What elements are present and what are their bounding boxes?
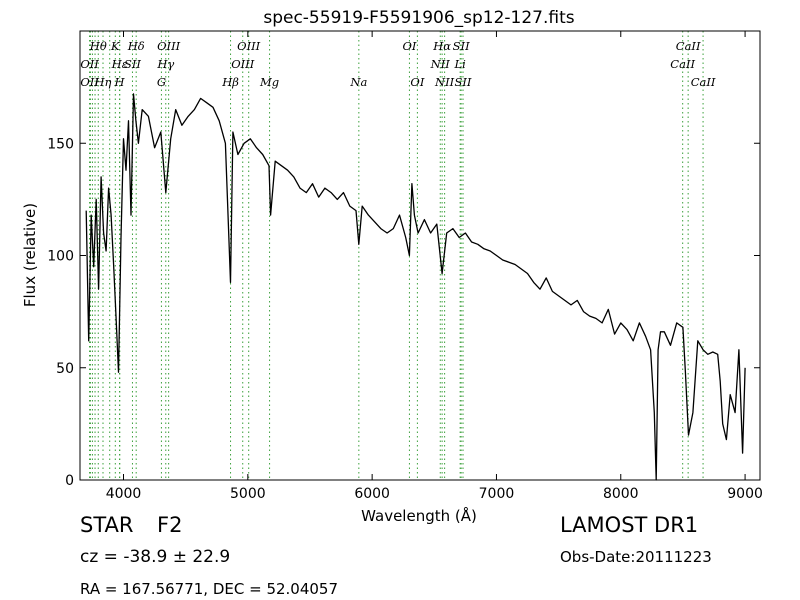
line-marker-label: Hβ	[221, 75, 239, 89]
line-marker-label: G	[157, 75, 166, 89]
x-tick-label: 9000	[727, 486, 763, 502]
axis-ticks: 4000 5000 6000 7000 8000 9000 0 50 100 150	[47, 31, 763, 502]
line-marker-label: OIII	[231, 57, 255, 71]
spectrum-series-line	[85, 93, 746, 481]
y-tick-label: 0	[65, 473, 74, 489]
x-tick-label: 8000	[603, 486, 639, 502]
line-marker-label: OI	[402, 39, 416, 53]
y-axis-label: Flux (relative)	[21, 203, 39, 307]
line-marker-label: Hα	[432, 39, 451, 53]
x-tick-label: 5000	[230, 486, 266, 502]
series-layer	[85, 93, 746, 481]
chart-title: spec-55919-F5591906_sp12-127.fits	[263, 8, 574, 28]
line-marker-label: Hγ	[156, 57, 174, 71]
observation-date: Obs-Date:20111223	[560, 548, 712, 566]
y-tick-label: 100	[47, 249, 74, 265]
line-marker-label: OI	[410, 75, 424, 89]
line-marker-label: Hε	[111, 57, 128, 71]
spectral-subclass: F2	[157, 513, 183, 537]
ra-dec-coordinates: RA = 167.56771, DEC = 52.04057	[80, 580, 339, 598]
line-marker-label: Li	[453, 57, 466, 71]
line-marker-label: CaII	[691, 75, 716, 89]
line-marker-label: SII	[453, 39, 470, 53]
survey-name: LAMOST DR1	[560, 513, 699, 537]
line-marker-label: Hδ	[127, 39, 145, 53]
line-marker-label: OII	[80, 57, 99, 71]
line-marker-label: CaII	[670, 57, 695, 71]
line-marker-label: NII	[430, 57, 451, 71]
line-marker-label: SII	[124, 57, 141, 71]
line-marker-label: NII	[434, 75, 455, 89]
object-type: STAR	[80, 513, 134, 537]
line-marker-label: SII	[455, 75, 472, 89]
y-tick-label: 150	[47, 136, 74, 152]
redshift-cz: cz = -38.9 ± 22.9	[80, 547, 231, 567]
x-tick-label: 7000	[479, 486, 515, 502]
y-tick-label: 50	[56, 361, 74, 377]
line-marker-label: K	[110, 39, 121, 53]
line-marker-label: Hη	[94, 75, 112, 89]
line-marker-label: Mg	[259, 75, 279, 89]
line-marker-label: H	[114, 75, 126, 89]
plot-frame	[79, 30, 761, 481]
x-axis-label: Wavelength (Å)	[361, 506, 477, 525]
line-marker-label: OIII	[237, 39, 261, 53]
x-tick-label: 4000	[106, 486, 142, 502]
line-marker-label: Hθ	[89, 39, 107, 53]
line-marker-label: OII	[80, 75, 99, 89]
line-marker-label: Na	[349, 75, 367, 89]
line-marker-label: OIII	[157, 39, 181, 53]
line-marker-label: CaII	[676, 39, 701, 53]
x-tick-label: 6000	[354, 486, 390, 502]
